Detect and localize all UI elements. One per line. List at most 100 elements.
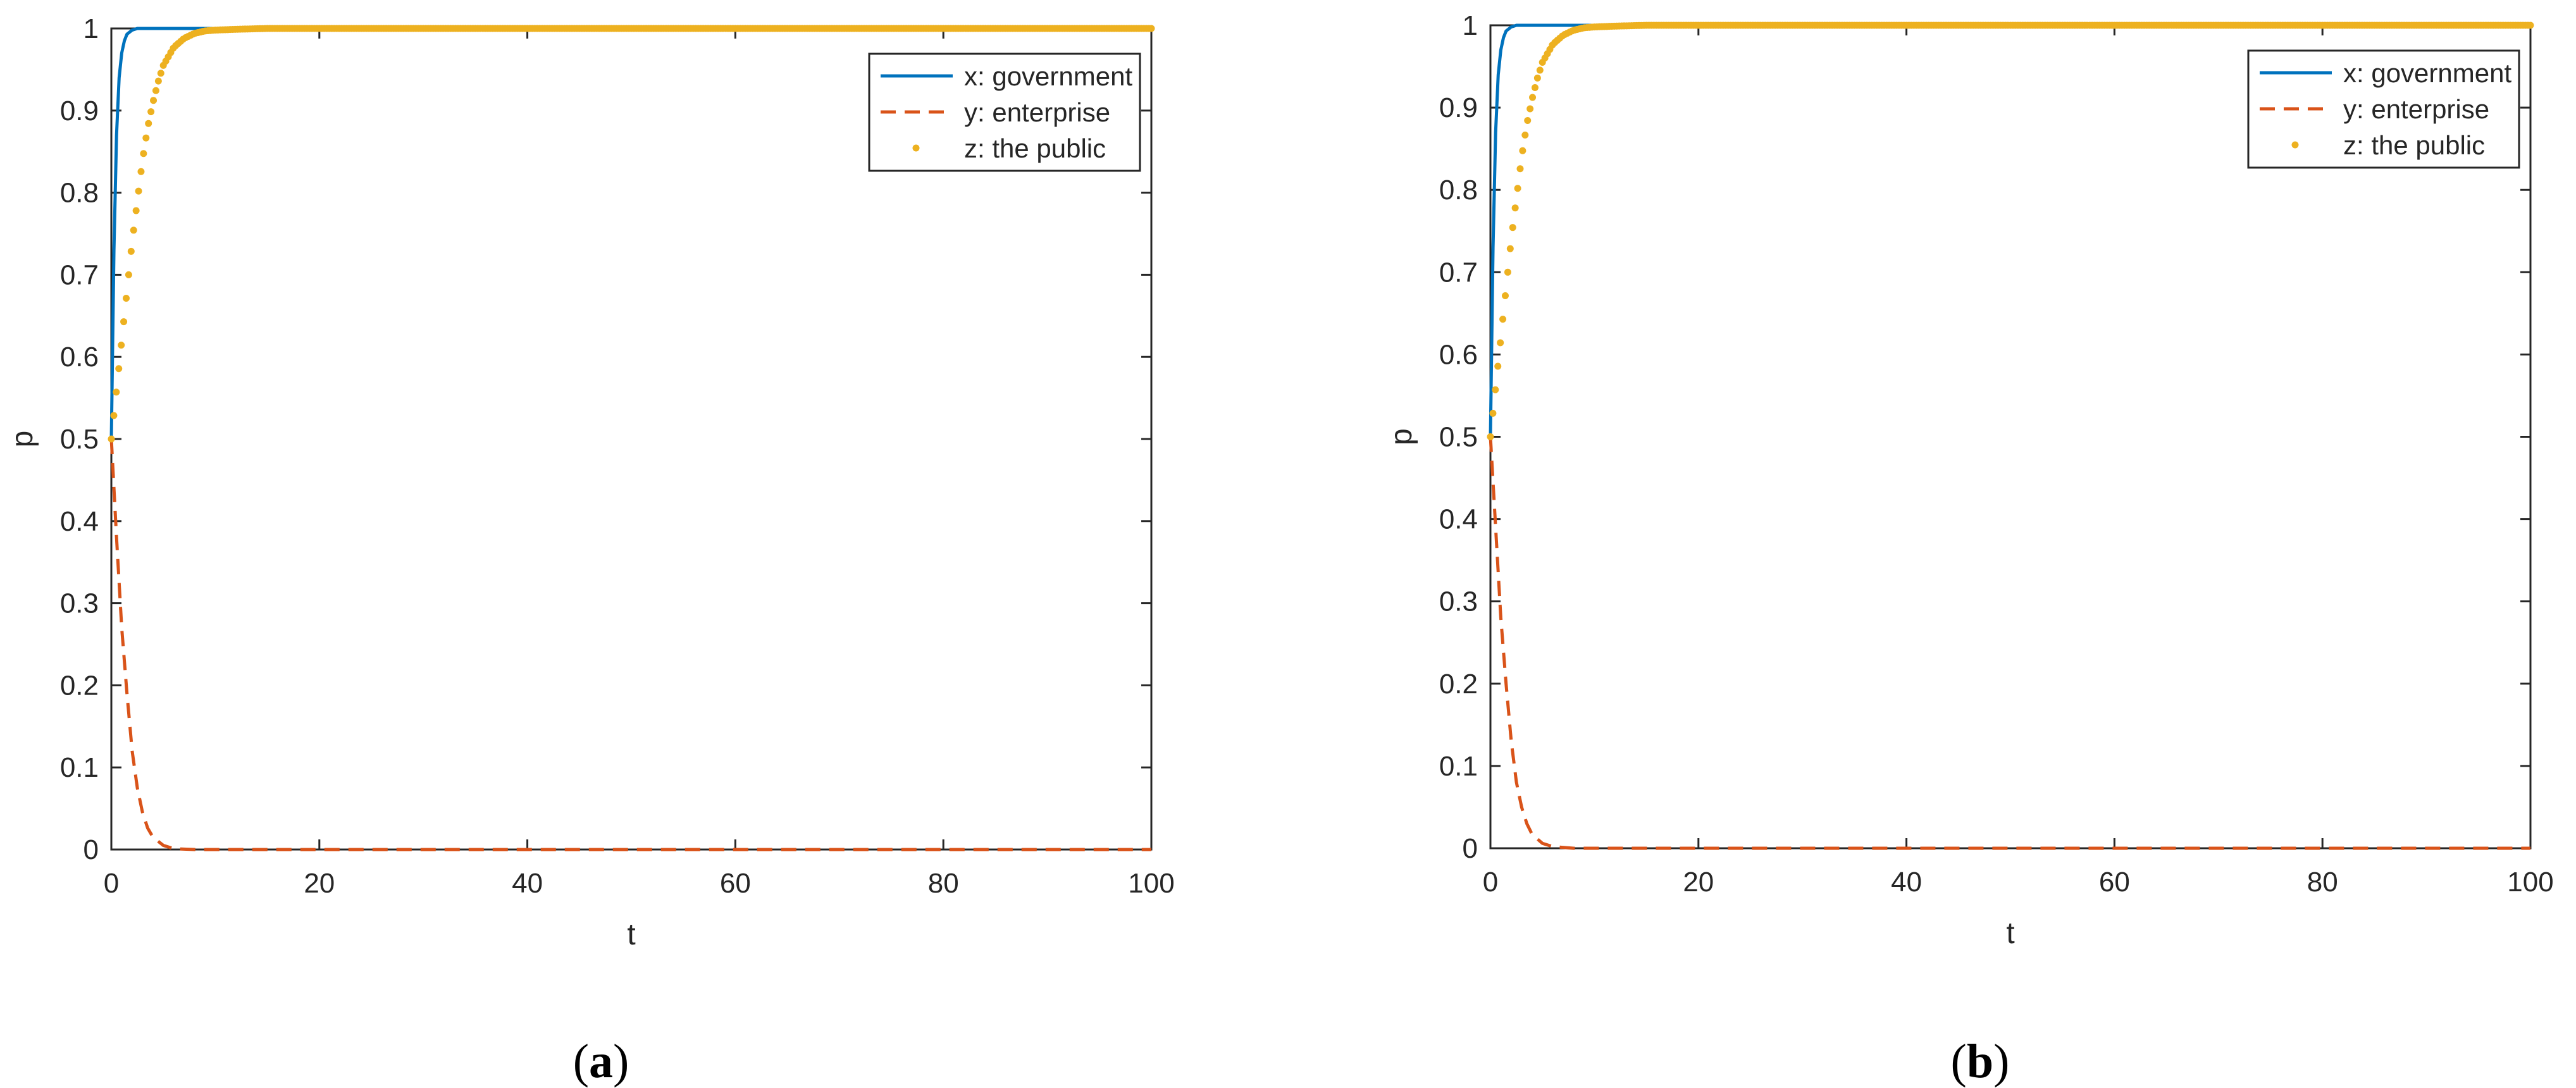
series-1: [1489, 23, 2530, 437]
chart-panel-b: 0 20 40 60 80 100 0 0.1 0.2 0.3 0.4 0.5 0.6 0.7 0.8 0.9…: [1385, 10, 2554, 950]
data-point: [150, 97, 158, 104]
data-point: [1501, 292, 1509, 299]
legend-swatch: [912, 144, 920, 152]
data-point: [1506, 245, 1514, 252]
y-axis-label: p: [6, 431, 39, 448]
x-tick-label: 80: [928, 868, 959, 899]
y-axis-label: p: [1385, 428, 1418, 445]
series-3: [1487, 22, 2534, 440]
chart-panel-a: 0 20 40 60 80 100 0 0.1 0.2 0.3 0.4 0.5 0.6 0.7 0.8 0.9…: [6, 13, 1175, 951]
legend-label: y: enterprise: [2343, 94, 2489, 124]
data-point: [140, 150, 147, 158]
y-tick-label: 0.8: [60, 178, 99, 209]
series-2: [109, 438, 1151, 851]
x-tick-label: 20: [1683, 867, 1714, 898]
y-tick-label: 0.2: [1439, 669, 1478, 700]
data-point: [1514, 185, 1521, 192]
y-tick-label: 0.6: [60, 342, 99, 373]
data-point: [120, 318, 128, 326]
legend-label: x: government: [964, 61, 1132, 91]
y-tick-label: 1: [84, 13, 99, 44]
legend-entry: x: government: [881, 61, 1132, 91]
series-1: [109, 27, 1151, 440]
data-point: [1529, 94, 1537, 101]
x-tick-label: 60: [720, 868, 751, 899]
series-line: [109, 438, 1151, 851]
legend-entry: z: the public: [2291, 130, 2485, 160]
legend-entry: y: enterprise: [2260, 94, 2489, 124]
y-tick-label: 0.4: [60, 506, 99, 537]
data-point: [1509, 224, 1516, 232]
legend-label: z: the public: [2343, 130, 2485, 160]
data-point: [1504, 268, 1511, 276]
caption-a-label: a: [589, 1035, 613, 1088]
x-axis-label: t: [2006, 917, 2014, 950]
legend-entry: x: government: [2260, 58, 2511, 88]
legend-swatch: [2291, 141, 2299, 149]
legend-entry: y: enterprise: [881, 97, 1110, 127]
data-point: [1519, 147, 1526, 154]
y-tick-label: 0.8: [1439, 175, 1478, 206]
series-3: [108, 25, 1155, 443]
x-tick-label: 40: [1891, 867, 1922, 898]
y-tick-label: 0.2: [60, 670, 99, 701]
y-tick-label: 1: [1463, 10, 1478, 41]
y-tick-label: 0.3: [1439, 586, 1478, 617]
y-tick-label: 0.7: [60, 259, 99, 290]
legend-label: x: government: [2343, 58, 2511, 88]
data-point: [1526, 105, 1534, 113]
data-point: [1492, 386, 1499, 393]
y-tick-label: 0.4: [1439, 504, 1478, 535]
y-tick-label: 0.6: [1439, 339, 1478, 370]
series-line: [109, 27, 1151, 440]
data-point: [125, 271, 132, 278]
caption-b-label: b: [1966, 1035, 1994, 1088]
caption-b: (b): [1950, 1035, 2010, 1088]
data-point: [1521, 131, 1529, 139]
data-point: [152, 87, 159, 94]
data-point: [1499, 316, 1507, 323]
y-tick-label: 0.3: [60, 588, 99, 619]
caption-a: (a): [573, 1035, 629, 1088]
data-point: [154, 77, 162, 85]
data-point: [1531, 84, 1539, 92]
data-point: [142, 134, 150, 142]
legend-label: z: the public: [964, 133, 1106, 163]
data-point: [1516, 165, 1524, 173]
x-tick-label: 100: [2507, 867, 2553, 898]
data-point: [122, 294, 130, 302]
data-point: [1524, 117, 1532, 125]
series-line: [1489, 436, 2530, 850]
x-axis-label: t: [627, 918, 635, 951]
legend-entry: z: the public: [912, 133, 1106, 163]
data-point: [2527, 22, 2534, 29]
data-point: [1536, 66, 1544, 74]
y-tick-label: 0.7: [1439, 257, 1478, 288]
x-tick-label: 80: [2307, 867, 2338, 898]
data-point: [1487, 433, 1494, 440]
legend: x: government y: enterprise z: the public: [2247, 49, 2520, 169]
data-point: [127, 247, 135, 255]
data-point: [1533, 74, 1541, 82]
data-point: [137, 168, 145, 175]
data-point: [110, 412, 118, 419]
y-tick-label: 0.9: [1439, 92, 1478, 123]
series-2: [1489, 436, 2530, 850]
y-tick-label: 0: [84, 834, 99, 865]
y-tick-label: 0.1: [60, 752, 99, 783]
data-point: [115, 365, 123, 373]
data-point: [135, 187, 142, 195]
series-line: [1489, 23, 2530, 437]
legend: x: government y: enterprise z: the public: [868, 53, 1141, 172]
x-tick-label: 60: [2099, 867, 2130, 898]
data-point: [132, 207, 140, 214]
data-point: [130, 226, 137, 234]
x-tick-label: 40: [512, 868, 543, 899]
y-tick-label: 0: [1463, 833, 1478, 864]
y-tick-label: 0.1: [1439, 751, 1478, 782]
legend-label: y: enterprise: [964, 97, 1110, 127]
x-tick-label: 20: [304, 868, 335, 899]
x-tick-label: 0: [104, 868, 119, 899]
x-tick-label: 100: [1128, 868, 1174, 899]
data-point: [1148, 25, 1155, 32]
